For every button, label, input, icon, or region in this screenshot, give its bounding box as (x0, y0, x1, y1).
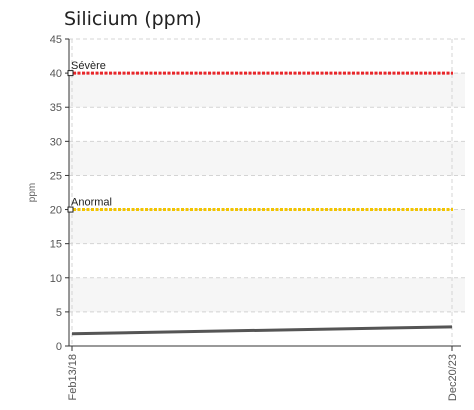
x-tick-label: Dec20/23 (447, 354, 459, 401)
threshold-marker (67, 70, 74, 77)
grid-band (69, 277, 465, 312)
y-tick-label: 10 (50, 273, 62, 285)
threshold-label: Anormal (71, 197, 112, 209)
chart-title: Silicium (ppm) (64, 8, 202, 30)
grid-band (69, 141, 465, 176)
y-axis-label: ppm (27, 183, 38, 202)
y-tick-label: 45 (50, 34, 62, 46)
y-tick-label: 15 (50, 239, 62, 251)
threshold-label: Sévère (71, 60, 106, 72)
y-tick-label: 5 (56, 307, 62, 319)
grid-band (69, 73, 465, 108)
y-tick-label: 30 (50, 136, 62, 148)
y-tick-label: 40 (50, 68, 62, 80)
y-tick-label: 20 (50, 205, 62, 217)
x-tick-label: Feb13/18 (67, 354, 79, 400)
grid-band (69, 209, 465, 244)
threshold-marker (67, 206, 74, 213)
y-tick-label: 0 (56, 341, 62, 353)
y-tick-label: 25 (50, 170, 62, 182)
series-line (71, 325, 453, 336)
y-tick-label: 35 (50, 102, 62, 114)
